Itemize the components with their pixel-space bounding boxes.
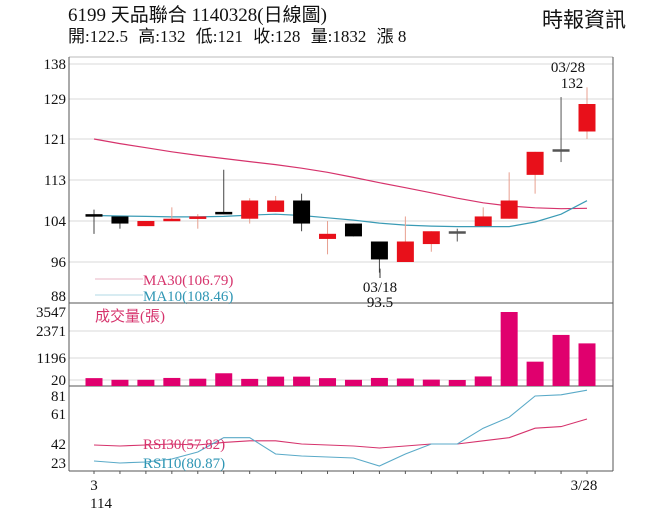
rsi-lines <box>93 389 588 467</box>
x-axis-labels: 3 114 3/28 <box>90 478 597 512</box>
price-stats: 開:122.5 高:132 低:121 收:128 量:1832 漲 8 <box>68 27 412 47</box>
price-tick-label: 96 <box>51 255 67 271</box>
annotations: 03/28 132 03/18 93.5 <box>363 60 585 311</box>
legends: MA30(106.79) MA10(108.46) 成交量(張) RSI30(5… <box>95 273 233 472</box>
candle-body <box>422 231 440 245</box>
candle-body <box>344 223 362 237</box>
volume-tick-label: 1196 <box>37 351 67 367</box>
volume-tick-label: 20 <box>51 373 66 389</box>
candle-body <box>293 200 311 224</box>
volume-bar <box>578 343 596 386</box>
rsi10-line <box>93 389 588 467</box>
x-start-year: 114 <box>90 496 112 512</box>
candle-body <box>552 149 570 152</box>
candle-body <box>319 233 337 239</box>
low-value-annotation: 93.5 <box>367 295 393 311</box>
candle-body <box>474 216 492 227</box>
volume-bar <box>111 379 129 386</box>
volume-bar <box>370 377 388 386</box>
volume-bar <box>215 373 233 386</box>
ma10-line <box>93 200 588 228</box>
stat-change: 漲 8 <box>376 27 407 46</box>
stat-low: 低:121 <box>195 27 243 46</box>
volume-bar <box>137 379 155 386</box>
x-start-day: 3 <box>90 478 98 494</box>
brand-logo-text: 時報資訊 <box>542 8 626 32</box>
volume-bar <box>241 378 259 386</box>
volume-bar <box>396 378 414 386</box>
price-tick-label: 121 <box>44 132 67 148</box>
rsi-tick-label: 23 <box>51 456 66 472</box>
price-tick-label: 138 <box>44 57 67 73</box>
candle-body <box>396 241 414 262</box>
candlesticks <box>85 87 596 273</box>
price-tick-label: 113 <box>44 173 66 189</box>
rsi-tick-label: 42 <box>51 437 66 453</box>
rsi10-legend: RSI10(80.87) <box>143 456 225 472</box>
rsi-tick-label: 61 <box>51 407 66 423</box>
grid-lines <box>69 63 613 381</box>
volume-bar <box>422 379 440 386</box>
chart-title: 6199 天品聯合 1140328(日線圖) <box>68 5 327 26</box>
volume-bar <box>293 376 311 386</box>
candle-body <box>189 216 207 219</box>
volume-bar <box>552 334 570 386</box>
volume-bar <box>267 376 285 386</box>
rsi-tick-label: 81 <box>51 389 66 405</box>
volume-bar <box>163 377 181 386</box>
volume-bar <box>448 380 466 386</box>
volume-bar <box>189 378 207 386</box>
candle-body <box>215 211 233 215</box>
candle-body <box>241 200 259 219</box>
candle-body <box>137 221 155 227</box>
candle-body <box>526 151 544 175</box>
high-value-annotation: 132 <box>561 76 584 92</box>
volume-bars <box>85 312 596 386</box>
candle-body <box>370 241 388 260</box>
stat-close: 收:128 <box>253 27 301 46</box>
candle-body <box>85 214 103 217</box>
volume-bar <box>500 312 518 386</box>
ma30-legend: MA30(106.79) <box>143 273 233 289</box>
volume-bar <box>344 379 362 386</box>
price-tick-label: 88 <box>51 289 66 305</box>
candle-body <box>578 104 596 132</box>
candle-body <box>500 200 518 219</box>
low-date-annotation: 03/18 <box>363 280 397 296</box>
x-end-date: 3/28 <box>571 478 598 494</box>
price-tick-label: 104 <box>44 214 67 230</box>
candle-body <box>163 218 181 222</box>
stat-volume: 量:1832 <box>310 27 367 46</box>
ma30-line <box>93 138 588 210</box>
volume-bar <box>526 361 544 386</box>
stat-open: 開:122.5 <box>68 27 128 46</box>
volume-bar <box>474 376 492 386</box>
volume-bar <box>85 378 103 386</box>
volume-bar <box>319 378 337 386</box>
candle-body <box>267 200 285 212</box>
volume-tick-label: 2371 <box>36 324 66 340</box>
price-tick-label: 129 <box>44 92 67 108</box>
rsi30-legend: RSI30(57.82) <box>143 437 225 453</box>
volume-legend: 成交量(張) <box>95 307 165 325</box>
rsi30-line <box>93 418 588 449</box>
panel-frames <box>68 56 614 474</box>
volume-tick-label: 3547 <box>36 305 67 321</box>
ma10-legend: MA10(108.46) <box>143 289 233 305</box>
candle-body <box>448 231 466 234</box>
candle-body <box>111 216 129 224</box>
stat-high: 高:132 <box>138 27 186 46</box>
high-date-annotation: 03/28 <box>551 60 585 76</box>
